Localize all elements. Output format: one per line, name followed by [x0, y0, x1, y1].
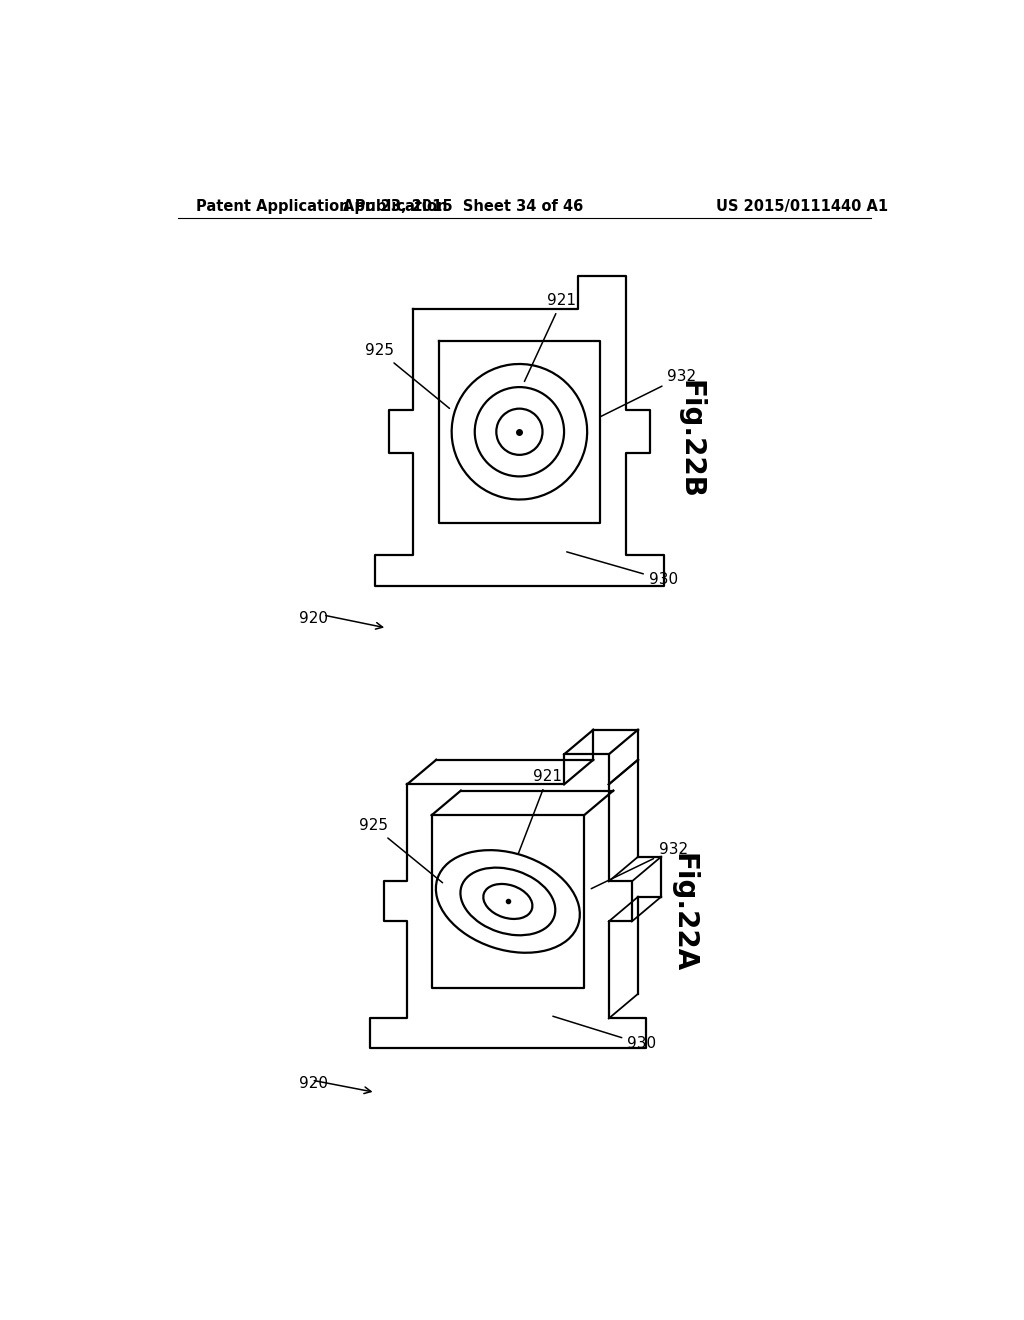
Text: 920: 920 — [299, 1076, 328, 1090]
Text: Fig.22B: Fig.22B — [676, 380, 705, 499]
Text: US 2015/0111440 A1: US 2015/0111440 A1 — [716, 198, 888, 214]
Text: 925: 925 — [365, 343, 450, 408]
Text: 932: 932 — [591, 842, 688, 888]
Text: 932: 932 — [600, 368, 696, 417]
Text: 921: 921 — [524, 293, 577, 381]
Text: 925: 925 — [358, 818, 442, 883]
Text: Apr. 23, 2015  Sheet 34 of 46: Apr. 23, 2015 Sheet 34 of 46 — [343, 198, 584, 214]
Text: Fig.22A: Fig.22A — [670, 853, 697, 973]
Text: Patent Application Publication: Patent Application Publication — [196, 198, 447, 214]
Text: 920: 920 — [299, 611, 328, 626]
Text: 930: 930 — [566, 552, 678, 587]
Text: 921: 921 — [518, 770, 562, 854]
Text: 930: 930 — [553, 1016, 656, 1052]
